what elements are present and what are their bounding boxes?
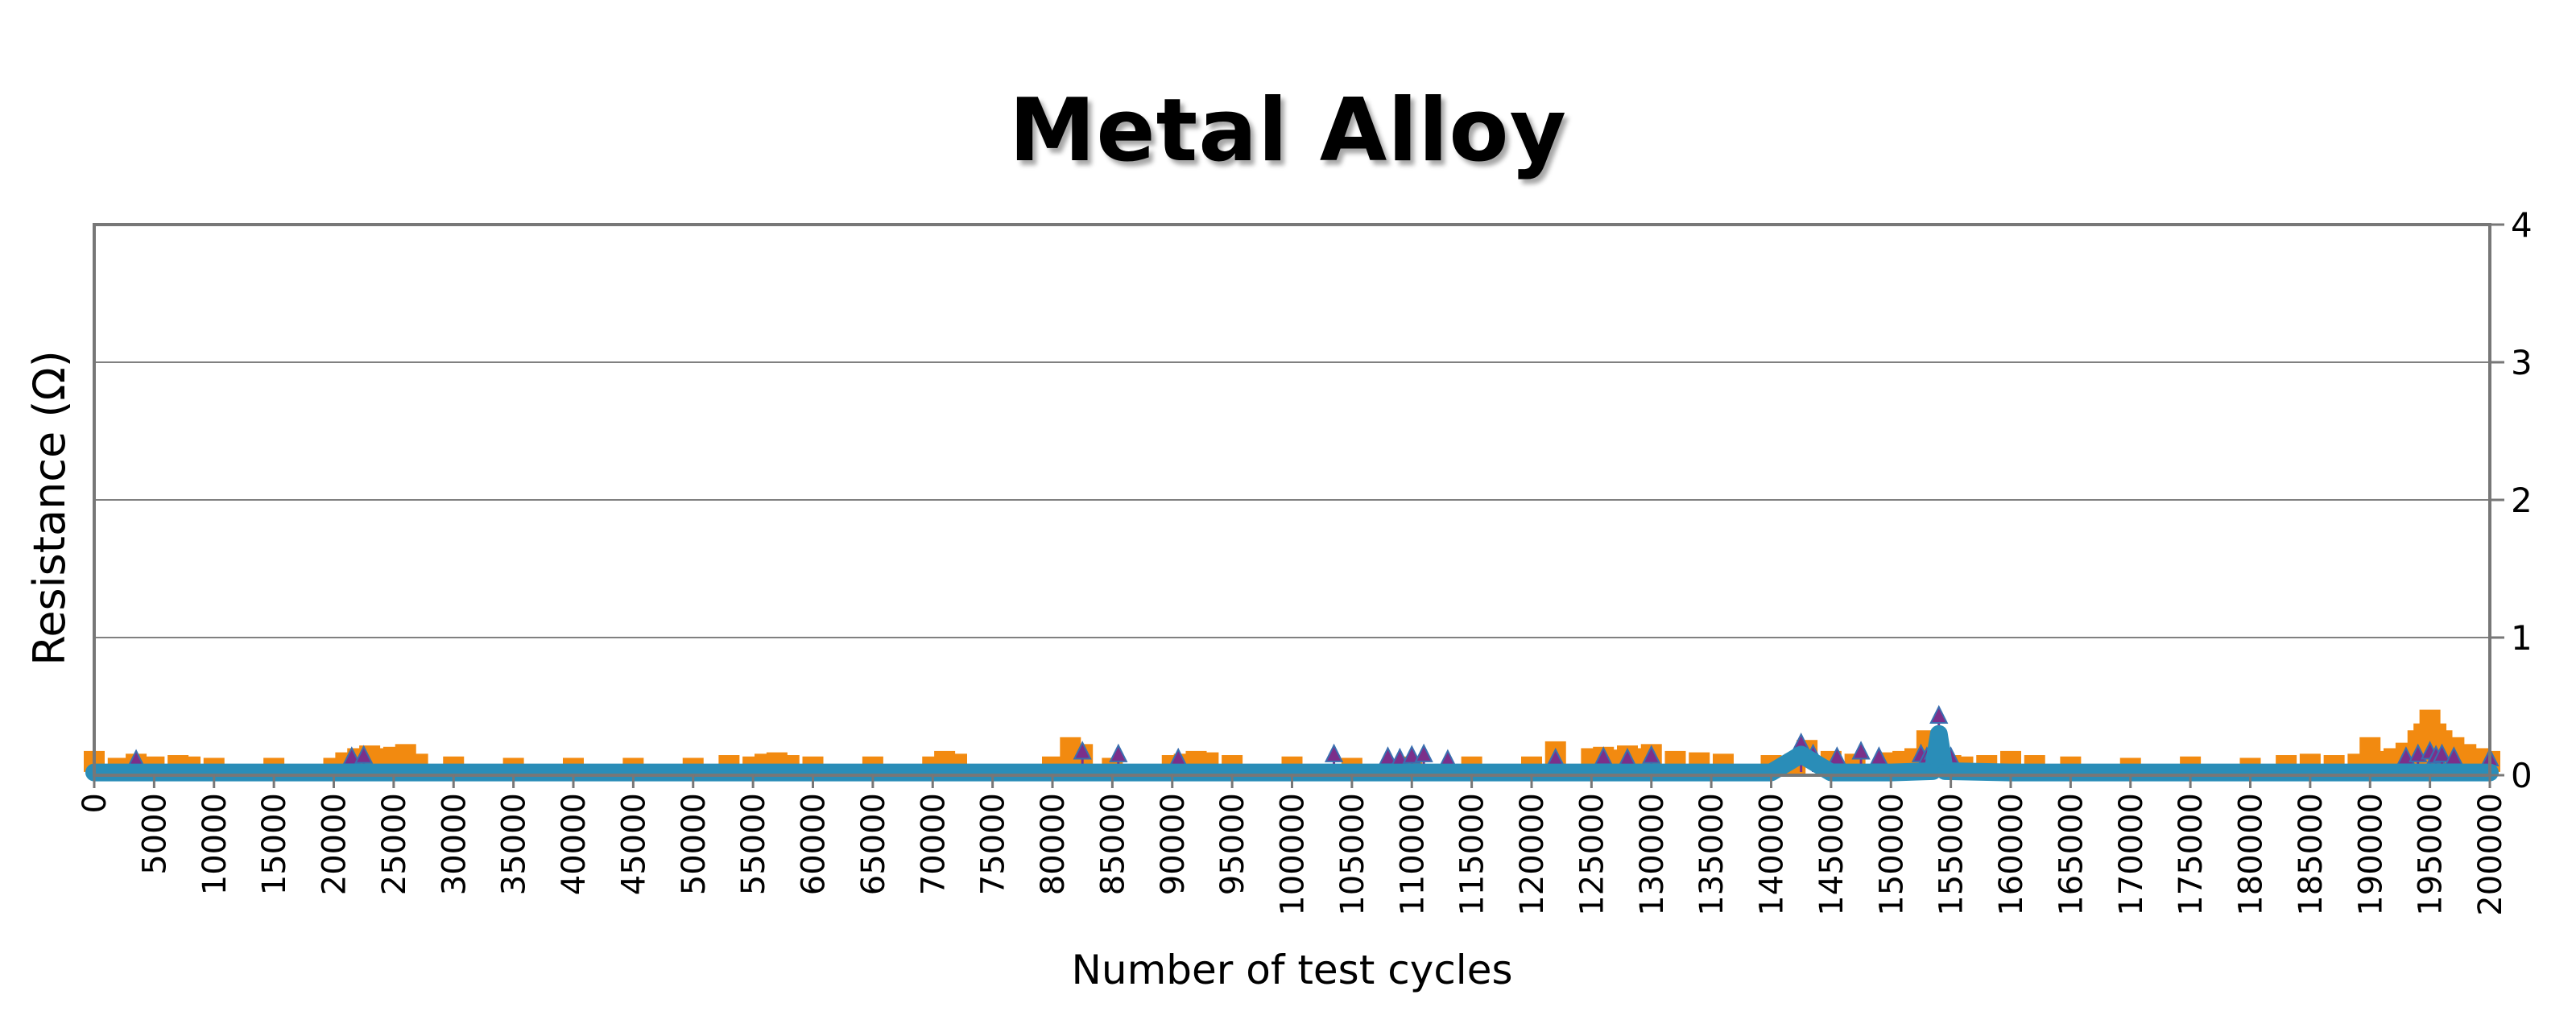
series-line <box>85 724 2499 782</box>
x-tick-label: 135000 <box>1693 793 1730 916</box>
x-axis-label: Number of test cycles <box>1071 947 1512 993</box>
x-tick-label: 180000 <box>2233 793 2270 916</box>
x-tick-label: 30000 <box>436 793 473 895</box>
triangle-marker <box>2432 743 2452 762</box>
x-tick-label: 95000 <box>1214 793 1251 895</box>
triangle-marker <box>1929 704 1949 724</box>
x-tick-label: 140000 <box>1754 793 1791 916</box>
y-tick-label: 2 <box>2511 481 2533 520</box>
series-2 <box>85 724 2499 782</box>
triangle-marker <box>1109 743 1128 762</box>
x-tick-label: 110000 <box>1394 793 1431 916</box>
x-tick-label: 10000 <box>196 793 234 895</box>
x-tick-label: 105000 <box>1334 793 1371 916</box>
x-tick-label: 115000 <box>1454 793 1491 916</box>
series-layer <box>84 704 2500 782</box>
y-tick-label: 0 <box>2511 756 2533 795</box>
x-tick-label: 15000 <box>256 793 293 895</box>
y-axis-ticks: 0 1 2 3 4 <box>2490 205 2533 795</box>
x-tick-label: 170000 <box>2113 793 2150 916</box>
x-tick-label: 145000 <box>1813 793 1850 916</box>
x-tick-label: 160000 <box>1993 793 2030 916</box>
x-tick-label: 35000 <box>496 793 533 895</box>
x-tick-label: 5000 <box>136 793 173 875</box>
triangle-marker <box>1402 745 1421 764</box>
triangle-marker <box>1414 743 1433 762</box>
triangle-marker <box>1851 741 1871 760</box>
x-tick-label: 65000 <box>855 793 892 895</box>
gridlines <box>94 361 2490 638</box>
x-tick-label: 155000 <box>1933 793 1970 916</box>
x-tick-label: 90000 <box>1155 793 1192 895</box>
y-axis-label: Resistance (Ω) <box>24 350 75 666</box>
series-1 <box>126 704 2500 772</box>
x-tick-label: 55000 <box>735 793 772 895</box>
triangle-marker <box>1073 741 1092 760</box>
y-tick-label: 1 <box>2511 618 2533 658</box>
x-tick-label: 125000 <box>1573 793 1611 916</box>
x-tick-label: 50000 <box>676 793 713 895</box>
x-tick-label: 175000 <box>2173 793 2210 916</box>
x-tick-label: 40000 <box>556 793 593 895</box>
x-tick-label: 80000 <box>1035 793 1072 895</box>
y-tick-label: 4 <box>2511 205 2533 245</box>
x-tick-label: 200000 <box>2472 793 2509 916</box>
x-tick-label: 60000 <box>796 793 833 895</box>
x-tick-label: 0 <box>76 793 114 813</box>
x-tick-label: 75000 <box>975 793 1012 895</box>
x-tick-label: 150000 <box>1873 793 1910 916</box>
triangle-marker <box>1324 743 1344 762</box>
x-tick-label: 120000 <box>1514 793 1551 916</box>
x-tick-label: 185000 <box>2293 793 2330 916</box>
x-tick-label: 190000 <box>2352 793 2389 916</box>
line-point <box>1793 747 1809 762</box>
y-tick-label: 3 <box>2511 343 2533 382</box>
x-tick-label: 70000 <box>915 793 952 895</box>
x-tick-label: 20000 <box>316 793 354 895</box>
chart-title: Metal Alloy <box>1008 80 1568 181</box>
x-tick-label: 45000 <box>615 793 652 895</box>
x-axis-ticks: 0 5000 10000 15000 20000 25000 30000 35000 40000… <box>76 775 2509 916</box>
x-tick-label: 130000 <box>1634 793 1671 916</box>
line-point <box>1931 726 1946 741</box>
triangle-marker <box>1642 745 1661 764</box>
x-tick-label: 25000 <box>376 793 413 895</box>
x-tick-label: 165000 <box>2053 793 2090 916</box>
x-tick-label: 195000 <box>2413 793 2450 916</box>
x-tick-label: 85000 <box>1094 793 1131 895</box>
triangle-marker <box>354 745 374 764</box>
x-tick-label: 100000 <box>1275 793 1312 916</box>
